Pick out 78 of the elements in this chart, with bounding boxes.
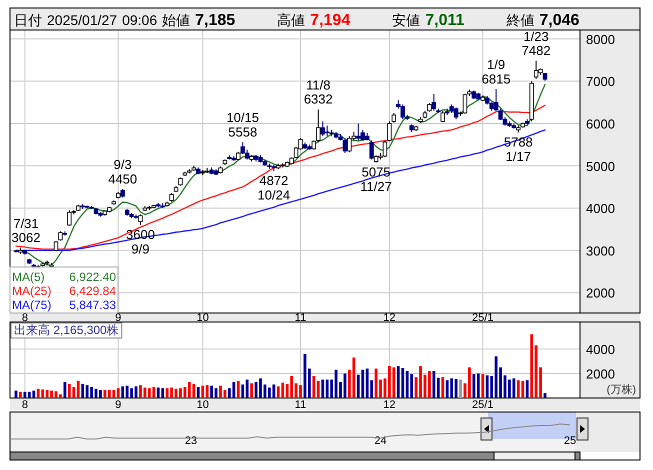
x-tick-label: 12	[383, 399, 396, 411]
bar	[516, 380, 520, 398]
bar	[366, 368, 369, 398]
bar	[206, 385, 209, 398]
bar	[441, 377, 444, 398]
bar	[459, 380, 462, 398]
bar	[32, 390, 36, 398]
x-tick-label: 10	[196, 399, 209, 411]
x-tick-label: 11	[294, 399, 306, 411]
bar	[64, 382, 66, 398]
bar	[156, 388, 160, 398]
bar	[392, 367, 396, 398]
bar	[246, 380, 249, 398]
y-tick-label: 2000	[586, 286, 615, 301]
bar	[450, 378, 454, 398]
y-tick-label: 7000	[586, 74, 615, 90]
bar	[108, 390, 111, 398]
annotation: 10/15 5558	[226, 110, 259, 140]
annotation: 4872 10/24	[258, 173, 290, 203]
bar	[410, 374, 414, 398]
y-tick-label: 4000	[586, 342, 615, 357]
bar	[188, 382, 191, 398]
y-tick-label: 4000	[586, 201, 615, 216]
x-tick-label: 11	[294, 312, 306, 324]
x-tick-label: 25/1	[472, 312, 494, 324]
bar	[232, 382, 236, 398]
bar	[112, 390, 116, 398]
x-tick-label: 9	[115, 312, 122, 324]
bar	[432, 371, 436, 398]
y-tick-label: 6000	[586, 116, 615, 132]
x-tick-label: 25/1	[472, 399, 494, 411]
bar	[321, 380, 324, 398]
bar	[544, 393, 546, 398]
bar	[161, 388, 164, 398]
bar	[166, 388, 169, 398]
text: MA(5) 6,922.40	[12, 270, 116, 284]
bar	[250, 383, 254, 398]
bar	[326, 380, 329, 398]
x-tick-label: 9	[115, 399, 122, 411]
bar	[290, 376, 294, 398]
text: MA(25) 6,429.84	[12, 284, 116, 298]
bar	[201, 386, 204, 398]
annotation: 1/23 7482	[522, 28, 551, 58]
bar	[19, 392, 22, 398]
y-tick-label: 8000	[586, 32, 615, 47]
x-tick-label: 8	[22, 312, 28, 324]
bar	[481, 374, 484, 398]
annotation: 1/9 6815	[482, 57, 511, 86]
x-tick-label: 25	[564, 435, 576, 447]
bar	[116, 388, 120, 398]
bar	[14, 390, 18, 398]
bar	[148, 388, 151, 398]
bar	[526, 380, 529, 398]
y-tick-label: 3000	[586, 243, 615, 258]
text: MA(75) 5,847.33	[12, 298, 116, 312]
annotation: 11/8 6332	[304, 77, 333, 107]
y-tick-label: 2000	[586, 366, 615, 382]
bar	[472, 374, 476, 398]
bar	[512, 378, 516, 398]
bar	[23, 392, 26, 398]
chart-title: 日付 2025/01/27 09:06 始値 7,185 高値 7,194 安値 7,011 終値 7,046	[14, 12, 580, 29]
bar	[281, 382, 284, 398]
bar	[396, 366, 400, 398]
bar	[268, 388, 271, 398]
bar	[356, 374, 360, 398]
chart-title: 出来高 2,165,300株	[14, 323, 119, 337]
bar	[86, 385, 89, 398]
y-tick-label: 5000	[586, 158, 615, 174]
annotation: 9/3 4450	[108, 157, 138, 186]
bar	[126, 386, 129, 398]
bar	[46, 390, 49, 398]
annotation: 7/31 3062	[12, 216, 40, 246]
x-tick-label: 10	[196, 312, 209, 324]
y-axis-title: (万株)	[606, 383, 636, 396]
x-tick-label: 12	[383, 312, 396, 324]
annotation: 5075 11/27	[360, 164, 392, 194]
x-tick-label: 8	[22, 399, 28, 411]
bar	[446, 380, 449, 398]
